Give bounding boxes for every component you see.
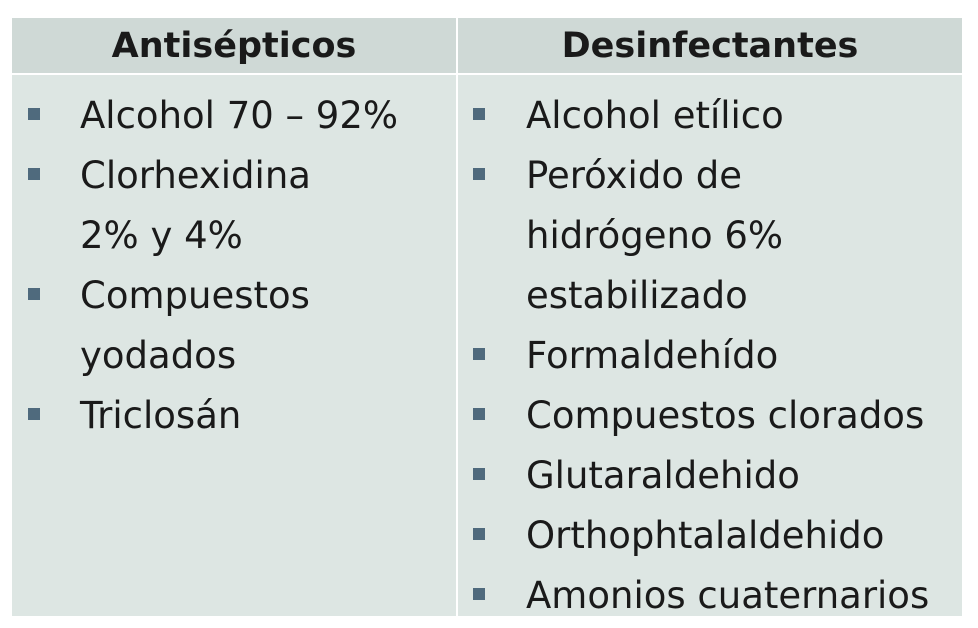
list-item: Compuestos clorados [458,386,956,446]
item-label: Formaldehído [526,334,779,377]
list-item: Triclosán [12,386,380,446]
square-bullet-icon [473,528,485,540]
item-label: Orthophtalaldehido [526,514,885,557]
item-label: Amonios cuaternarios [526,574,930,617]
list-item: Formaldehído [458,326,946,386]
list-item: Clorhexidina 2% y 4% [12,146,380,266]
comparison-table: Antisépticos Desinfectantes Alcohol 70 –… [12,18,962,617]
antisepticos-list: Alcohol 70 – 92% Clorhexidina 2% y 4% Co… [12,75,458,616]
square-bullet-icon [473,348,485,360]
list-item: Alcohol 70 – 92% [12,86,440,146]
item-label: Glutaraldehido [526,454,800,497]
square-bullet-icon [473,168,485,180]
list-item: Glutaraldehido [458,446,946,506]
item-label: Peróxido de hidrógeno 6% estabilizado [526,154,784,317]
square-bullet-icon [473,468,485,480]
item-label: Triclosán [80,394,242,437]
item-label: Alcohol 70 – 92% [80,94,399,137]
list-item: Peróxido de hidrógeno 6% estabilizado [458,146,826,326]
square-bullet-icon [28,168,40,180]
header-antisepticos: Antisépticos [12,18,458,75]
square-bullet-icon [28,288,40,300]
list-item: Alcohol etílico [458,86,946,146]
list-item: Amonios cuaternarios [458,566,956,626]
square-bullet-icon [28,408,40,420]
item-label: Clorhexidina 2% y 4% [80,154,311,257]
item-label: Alcohol etílico [526,94,784,137]
item-label: Compuestos clorados [526,394,925,437]
header-desinfectantes: Desinfectantes [458,18,962,75]
desinfectantes-list: Alcohol etílico Peróxido de hidrógeno 6%… [458,75,962,617]
list-item: Compuestos yodados [12,266,380,386]
square-bullet-icon [473,588,485,600]
square-bullet-icon [473,108,485,120]
list-item: Orthophtalaldehido [458,506,956,566]
square-bullet-icon [473,408,485,420]
item-label: Compuestos yodados [80,274,310,377]
square-bullet-icon [28,108,40,120]
